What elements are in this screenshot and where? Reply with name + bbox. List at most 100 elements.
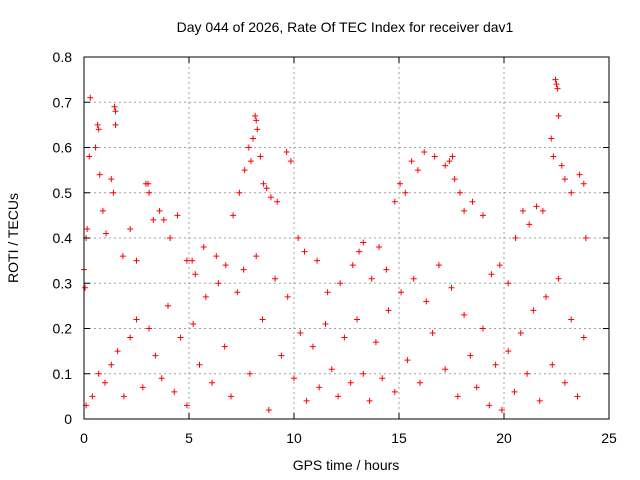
data-point <box>555 275 562 282</box>
data-point <box>192 271 199 278</box>
data-points <box>81 76 589 413</box>
x-tick-label: 25 <box>601 430 617 446</box>
data-point <box>553 81 560 88</box>
data-point <box>108 176 115 183</box>
data-point <box>486 402 493 409</box>
data-point <box>213 253 220 260</box>
data-point <box>295 235 302 241</box>
y-tick-label: 0.3 <box>53 275 73 291</box>
data-point <box>283 149 290 156</box>
x-axis-label: GPS time / hours <box>293 457 400 473</box>
data-point <box>145 180 152 187</box>
data-point <box>160 216 167 223</box>
data-point <box>250 135 257 142</box>
data-point <box>200 244 207 251</box>
data-point <box>408 158 415 165</box>
data-point <box>376 244 383 251</box>
data-point <box>552 76 559 83</box>
data-point <box>360 239 367 246</box>
data-point <box>245 144 252 151</box>
data-point <box>505 280 512 287</box>
data-point <box>517 330 524 337</box>
data-point <box>146 325 153 332</box>
x-tick-label: 20 <box>496 430 512 446</box>
data-point <box>349 262 356 269</box>
y-axis-label: ROTI / TECUs <box>5 193 21 283</box>
data-point <box>512 235 519 241</box>
data-point <box>580 334 587 341</box>
data-point <box>260 180 267 187</box>
data-point <box>417 379 423 386</box>
data-point <box>442 162 449 169</box>
y-tick-label: 0.5 <box>53 185 73 201</box>
data-point <box>190 320 197 327</box>
data-point <box>429 330 436 337</box>
data-point <box>526 221 533 228</box>
data-point <box>240 266 247 273</box>
y-tick-label: 0.2 <box>53 321 73 337</box>
data-point <box>543 293 549 300</box>
data-point <box>196 361 203 368</box>
data-point <box>568 189 575 196</box>
data-point <box>110 189 117 196</box>
data-point <box>576 171 583 178</box>
data-point <box>139 384 146 391</box>
data-point <box>241 167 248 174</box>
data-point <box>274 198 281 205</box>
data-point <box>234 289 241 296</box>
data-point <box>221 343 228 350</box>
data-point <box>152 352 159 359</box>
data-point <box>402 189 409 196</box>
data-point <box>87 94 94 101</box>
data-point <box>360 370 367 377</box>
data-point <box>103 230 110 237</box>
data-point <box>254 126 261 133</box>
data-point <box>347 379 354 386</box>
data-point <box>454 393 461 400</box>
data-point <box>356 248 363 255</box>
data-point <box>385 307 392 314</box>
data-point <box>92 144 99 151</box>
data-point <box>174 212 181 219</box>
data-point <box>456 189 463 196</box>
data-point <box>215 280 222 287</box>
data-point <box>539 207 546 214</box>
data-point <box>368 275 375 282</box>
data-point <box>519 207 526 214</box>
y-tick-label: 0.1 <box>53 366 73 382</box>
data-point <box>561 379 568 386</box>
data-point <box>158 375 165 382</box>
data-point <box>498 406 505 413</box>
data-point <box>114 348 121 355</box>
data-point <box>328 366 335 373</box>
grid-lines <box>84 57 609 419</box>
data-point <box>379 375 386 382</box>
axis-ticks: 0 5 10 15 20 25 0 0.1 0.2 0.3 0.4 0.5 0.6 0.7 0.8 <box>53 49 617 446</box>
data-point <box>253 253 260 260</box>
data-point <box>112 108 119 115</box>
data-point <box>324 289 331 296</box>
data-point <box>257 153 264 160</box>
data-point <box>89 393 96 400</box>
data-point <box>550 153 557 160</box>
data-point <box>322 320 329 327</box>
data-point <box>209 379 216 386</box>
x-tick-label: 0 <box>80 430 88 446</box>
data-point <box>398 289 405 296</box>
data-point <box>446 158 453 165</box>
data-point <box>156 207 163 214</box>
y-tick-label: 0.6 <box>53 140 73 156</box>
data-point <box>272 275 279 282</box>
data-point <box>111 103 118 110</box>
data-point <box>146 189 153 196</box>
data-point <box>337 280 344 287</box>
data-point <box>119 253 126 260</box>
data-point <box>94 121 101 128</box>
data-point <box>133 257 140 264</box>
data-point <box>335 393 342 400</box>
data-point <box>451 176 458 183</box>
data-point <box>86 153 93 160</box>
data-point <box>267 194 274 201</box>
data-point <box>449 153 456 160</box>
